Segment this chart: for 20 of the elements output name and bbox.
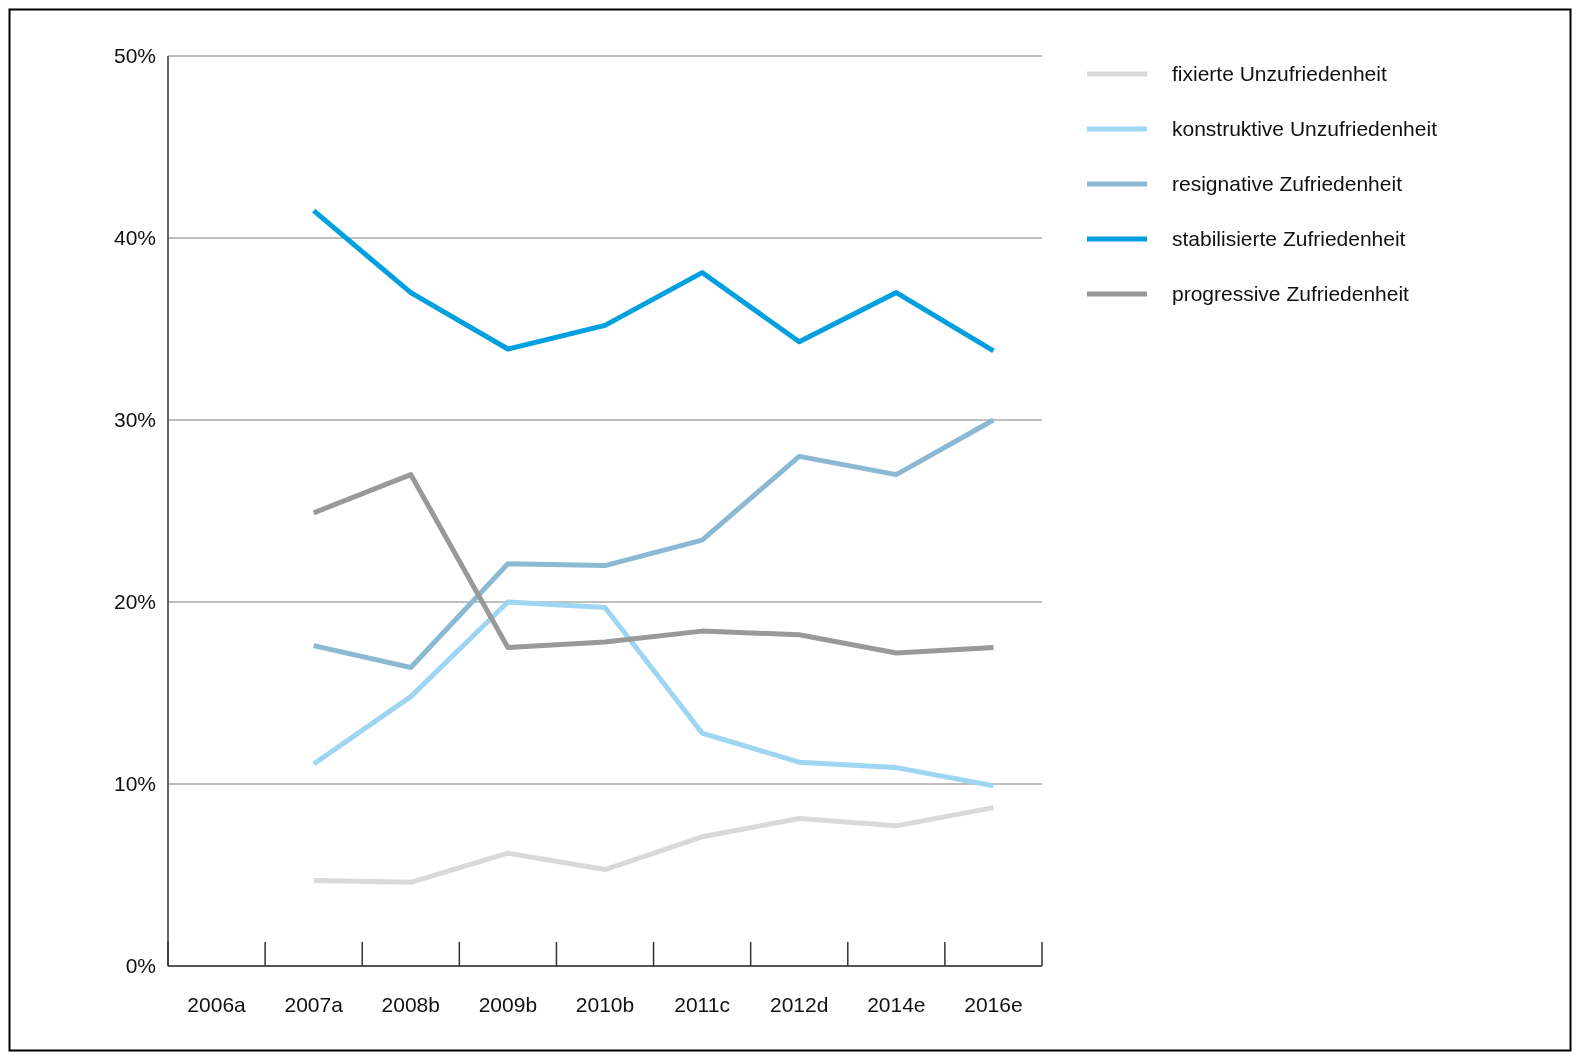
legend-label: progressive Zufriedenheit: [1172, 282, 1410, 306]
x-tick-label: 2012d: [770, 993, 829, 1016]
x-tick-label: 2007a: [284, 993, 344, 1016]
x-tick-label: 2009b: [478, 993, 538, 1016]
legend-label: konstruktive Unzufriedenheit: [1172, 117, 1438, 141]
x-tick-label: 2010b: [575, 993, 635, 1016]
y-tick-label: 40%: [113, 226, 156, 250]
y-tick-label: 30%: [113, 408, 156, 432]
y-tick-label: 50%: [113, 44, 156, 68]
legend-label: fixierte Unzufriedenheit: [1172, 62, 1387, 86]
legend-label: stabilisierte Zufriedenheit: [1172, 227, 1406, 251]
y-tick-label: 0%: [125, 954, 156, 978]
y-tick-label: 10%: [113, 772, 156, 796]
legend-label: resignative Zufriedenheit: [1172, 172, 1403, 196]
y-tick-label: 20%: [113, 590, 156, 614]
x-tick-label: 2006a: [187, 993, 247, 1016]
x-tick-label: 2014e: [867, 993, 926, 1016]
x-tick-label: 2008b: [381, 993, 440, 1016]
x-tick-label: 2011c: [674, 993, 730, 1016]
x-tick-label: 2016e: [964, 993, 1023, 1016]
